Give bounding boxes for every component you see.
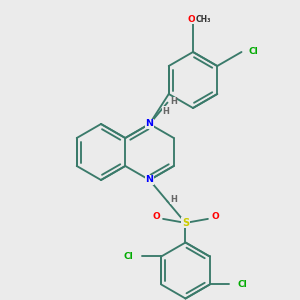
Text: H: H xyxy=(170,195,177,204)
Text: Cl: Cl xyxy=(249,47,258,56)
Text: CH₃: CH₃ xyxy=(195,14,211,23)
Text: O: O xyxy=(152,212,160,221)
Text: H: H xyxy=(170,97,177,106)
Text: Cl: Cl xyxy=(124,252,134,261)
Text: S: S xyxy=(182,218,189,228)
Text: H: H xyxy=(163,106,170,116)
Text: N: N xyxy=(146,176,154,184)
Text: O: O xyxy=(187,14,195,23)
Text: O: O xyxy=(211,212,219,221)
Text: Cl: Cl xyxy=(238,280,247,289)
Text: N: N xyxy=(146,119,154,128)
